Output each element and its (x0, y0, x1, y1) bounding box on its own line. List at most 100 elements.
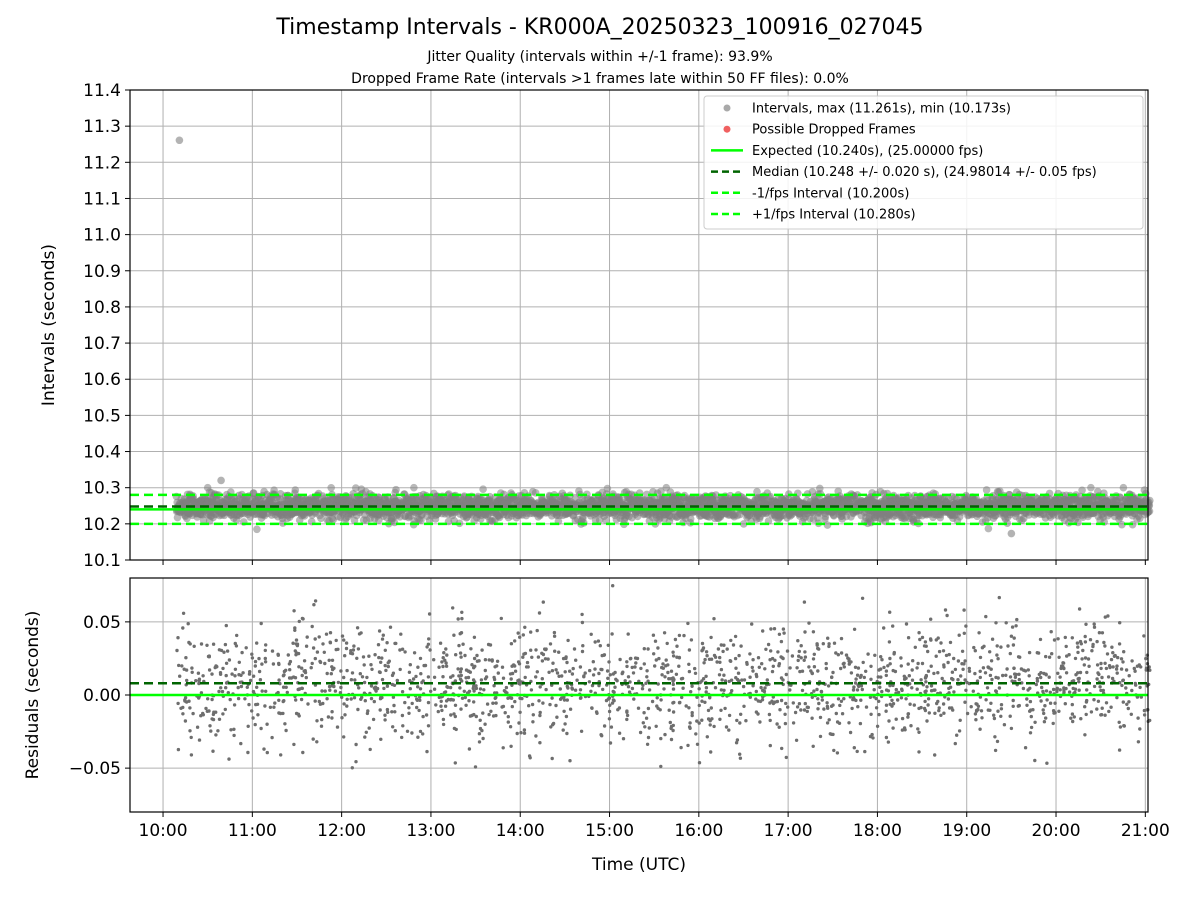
residual-point (697, 703, 701, 708)
residual-point (1044, 716, 1048, 720)
residual-point (256, 713, 260, 717)
residual-point (388, 625, 393, 629)
residual-point (1122, 724, 1126, 728)
residual-point (191, 711, 195, 716)
residual-point (552, 634, 557, 638)
residual-point (1038, 637, 1043, 642)
residual-point (414, 674, 418, 679)
residual-point (607, 709, 612, 714)
residual-point (369, 663, 373, 667)
interval-point (392, 485, 400, 494)
residual-point (277, 698, 281, 702)
x-tick-label: 17:00 (764, 821, 813, 841)
residual-point (596, 639, 601, 643)
residual-point (997, 686, 1002, 690)
residual-point (839, 651, 844, 655)
residual-point (929, 664, 933, 668)
residual-point (738, 752, 742, 756)
residual-point (754, 689, 758, 694)
residual-point (900, 716, 905, 721)
residual-point (1111, 651, 1115, 655)
residual-point (961, 667, 965, 671)
residual-point (733, 656, 738, 661)
residual-point (394, 641, 398, 646)
residual-point (360, 675, 365, 679)
x-tick-label: 14:00 (496, 821, 545, 841)
residual-point (702, 661, 706, 665)
residual-point (605, 669, 610, 673)
residual-point (768, 743, 772, 748)
residual-point (399, 632, 403, 636)
residual-point (1070, 712, 1075, 716)
residual-point (540, 677, 544, 681)
residual-point (334, 638, 338, 643)
residual-point (912, 703, 916, 707)
residual-point (945, 613, 949, 618)
residual-point (311, 646, 316, 650)
residual-point (817, 701, 821, 706)
residual-point (687, 648, 692, 652)
residual-point (598, 644, 602, 648)
residual-point (313, 656, 317, 661)
residual-point (384, 668, 388, 673)
interval-point (1087, 483, 1095, 492)
residual-point (538, 741, 542, 745)
residual-point (467, 699, 471, 703)
residual-point (513, 669, 518, 673)
residual-point (993, 735, 997, 739)
residual-point (784, 672, 788, 677)
residual-point (1098, 685, 1102, 689)
residual-point (829, 704, 834, 708)
residual-point (832, 748, 836, 753)
residual-point (677, 656, 682, 660)
residual-point (1034, 682, 1039, 687)
residual-point (906, 636, 911, 640)
residual-point (1077, 680, 1081, 684)
residual-point (460, 610, 464, 614)
residual-point (177, 663, 181, 668)
residual-point (848, 730, 853, 735)
residual-point (769, 649, 773, 653)
residual-point (983, 671, 988, 675)
top-y-tick-label: 10.4 (83, 443, 121, 463)
residual-point (208, 724, 212, 728)
residual-point (383, 713, 387, 717)
residual-point (373, 653, 377, 657)
residual-point (345, 704, 349, 708)
residual-point (944, 653, 949, 658)
residual-point (218, 671, 223, 675)
residual-point (1136, 740, 1141, 744)
residual-point (378, 708, 382, 712)
residual-point (1015, 617, 1019, 622)
residual-point (378, 670, 382, 675)
residual-point (453, 703, 458, 707)
residual-point (727, 728, 731, 732)
residual-point (352, 696, 357, 700)
residual-point (194, 679, 198, 683)
residual-point (888, 610, 892, 614)
residual-point (1039, 699, 1043, 703)
residual-point (250, 656, 255, 660)
residual-point (565, 660, 569, 665)
residual-point (254, 702, 258, 707)
residual-point (858, 721, 863, 726)
residual-point (772, 627, 777, 631)
residual-point (488, 643, 493, 647)
residual-point (953, 741, 957, 746)
residual-point (713, 655, 718, 659)
residual-point (860, 596, 865, 600)
residual-point (386, 664, 390, 669)
residual-point (607, 660, 611, 664)
top-y-tick-label: 10.5 (83, 406, 121, 426)
residual-point (510, 704, 514, 709)
residual-point (393, 710, 397, 714)
residual-point (305, 635, 309, 639)
x-tick-label: 19:00 (942, 821, 991, 841)
residual-point (416, 735, 420, 739)
residual-point (878, 685, 882, 689)
residual-point (579, 696, 583, 700)
residual-point (940, 676, 944, 681)
residual-point (362, 663, 366, 667)
residual-point (825, 721, 830, 725)
